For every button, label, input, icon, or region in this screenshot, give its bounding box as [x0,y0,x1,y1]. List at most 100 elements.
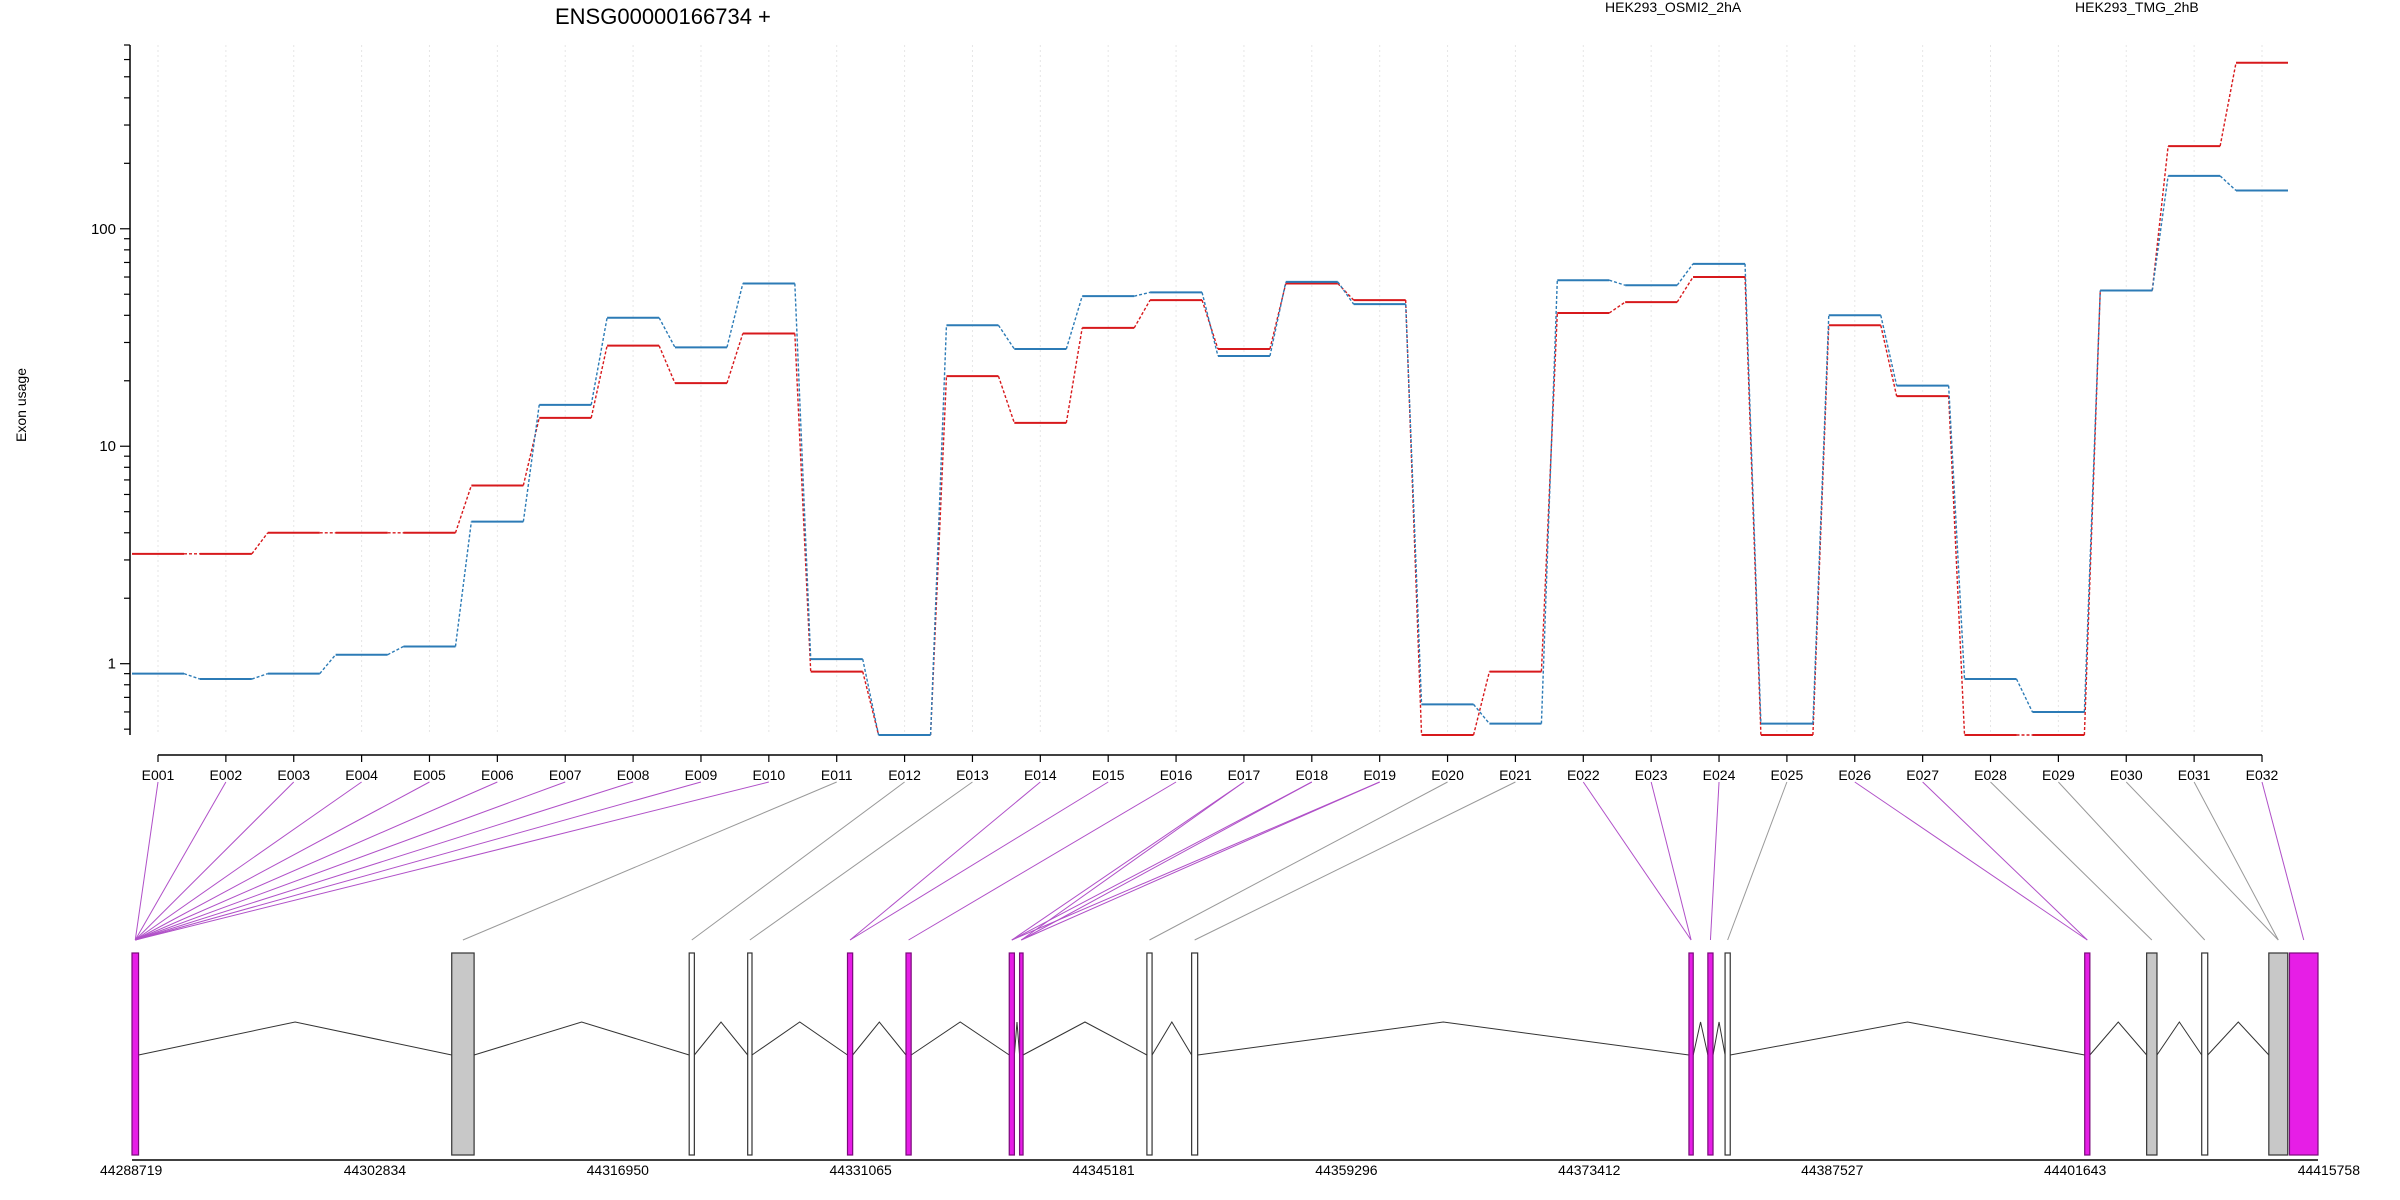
series-connector [1676,263,1694,286]
connector-line [134,781,362,941]
intron-line [852,1021,907,1056]
chart-title: ENSG00000166734 + [555,4,771,29]
axes: 1 10 100 E001 E002 E003 E004 E005 E006 E007 E008 E0… [91,44,2279,783]
series-connector [2151,146,2169,291]
exon-block [688,952,695,1156]
series-connector [1133,299,1151,329]
x-tick-label: E002 [210,767,243,783]
connector-line [1011,781,1380,941]
x-tick-label: E027 [1906,767,1939,783]
series-connector [1337,281,1355,305]
connector-line [134,781,295,941]
connector-line [691,781,905,941]
intron-line [2089,1021,2148,1056]
gene-model: 44288719 44302834 44316950 44331065 44345181… [100,952,2360,1178]
series-connector [522,417,540,486]
series-connector [2083,290,2101,712]
series-connector [1404,300,1423,736]
genomic-tick-label: 44373412 [1558,1162,1621,1178]
x-tick-label: E032 [2246,767,2279,783]
genomic-tick-label: 44359296 [1315,1162,1378,1178]
x-tick-label: E007 [549,767,582,783]
x-tick-label: E026 [1838,767,1871,783]
connector-line [1011,781,1245,941]
series-connector [726,333,744,384]
series-connector [726,283,744,348]
connector-line [462,781,837,941]
series-connector [1201,299,1219,350]
genomic-tick-label: 44387527 [1801,1162,1864,1178]
intron-line [1197,1021,1690,1056]
x-tick-label: E009 [685,767,718,783]
x-tick-label: E022 [1567,767,1600,783]
exon-block [2268,952,2289,1156]
intron-line [1730,1021,2085,1056]
series-connector [454,521,473,647]
connector-line [1854,781,2088,941]
x-tick-label: E006 [481,767,514,783]
series-connector [1065,295,1083,350]
intron-line [1013,1021,1021,1056]
connector-line [2058,781,2206,941]
intron-line [2207,1021,2270,1056]
exon-block [846,952,854,1156]
x-tick-label: E012 [888,767,921,783]
series-connector [2219,62,2237,147]
connector-line [134,781,159,941]
x-tick-label: E010 [752,767,785,783]
series-connector [522,404,540,522]
series-connector [251,672,268,680]
x-tick-label: E015 [1092,767,1125,783]
connector-line [1011,781,1313,941]
series-connector [1880,325,1898,397]
exon-block [2146,952,2158,1156]
series-connector [862,658,880,736]
x-tick-label: E003 [277,767,310,783]
x-tick-label: E029 [2042,767,2075,783]
connector-line [134,781,227,941]
connector-line [1021,781,1245,941]
x-tick-label: E001 [142,767,175,783]
x-tick-label: E023 [1635,767,1668,783]
intron-line [1692,1021,1709,1056]
series-connector [454,485,473,533]
connector-line [908,781,1177,941]
series-connector [1812,315,1830,724]
connector-line [749,781,973,941]
series-lines [132,61,2288,736]
connector-line [1149,781,1448,941]
x-tick-label: E016 [1160,767,1193,783]
series-connector [1540,280,1558,724]
intron-line [693,1021,749,1056]
exon-block [2084,952,2091,1156]
intron-line [1022,1021,1148,1056]
x-tick-label: E017 [1228,767,1261,783]
connector-line [1021,781,1313,941]
connector-line [1709,781,1720,941]
intron-line [910,1021,1010,1056]
connector-line [1922,781,2088,941]
y-tick-label: 10 [99,438,116,455]
x-tick-label: E024 [1703,767,1736,783]
connector-line [1727,781,1788,941]
x-tick-label: E028 [1974,767,2007,783]
x-tick-label: E011 [821,767,853,783]
series-connector [929,325,948,736]
intron-line [2156,1021,2203,1056]
y-axis-label: Exon usage [13,368,29,442]
series-connector [387,645,404,656]
series-connector [2083,290,2101,736]
series-connector [2015,678,2034,713]
series-connector [1609,279,1626,286]
series-connector [1676,276,1694,303]
series-connector [1947,385,1966,680]
exon-block [1724,952,1731,1156]
x-tick-label: E008 [617,767,650,783]
x-tick-label: E014 [1024,767,1057,783]
series-connector [794,283,812,660]
series-connector [1201,292,1219,357]
series-connector [997,324,1015,350]
genomic-tick-label: 44401643 [2044,1162,2107,1178]
series-connector [251,532,269,555]
